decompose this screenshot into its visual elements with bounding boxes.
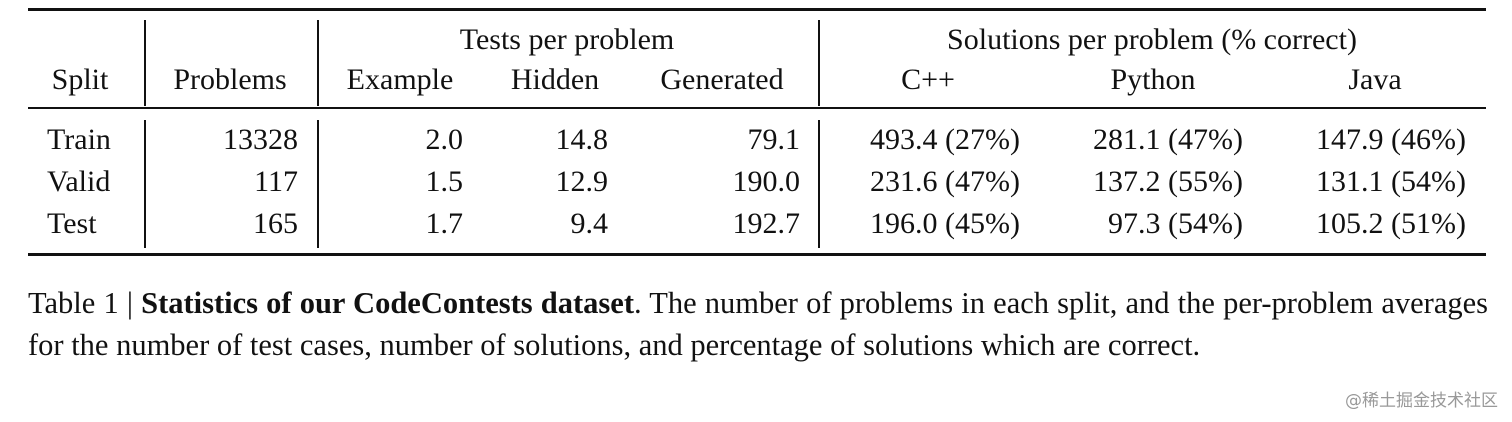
column-header: Example	[346, 63, 454, 96]
table-cell: 117	[254, 165, 298, 198]
column-header: Problems	[173, 63, 287, 96]
table-cell: 79.1	[747, 123, 801, 156]
caption-label: Table 1 |	[28, 286, 133, 320]
table-cell: 493.4 (27%)	[870, 123, 1020, 156]
column-divider	[317, 20, 319, 106]
table-cell: 231.6 (47%)	[870, 165, 1020, 198]
row-label: Valid	[47, 165, 111, 198]
column-header: Python	[1110, 63, 1196, 96]
table-cell: 1.7	[425, 207, 464, 240]
caption-title: Statistics of our CodeContests dataset	[141, 286, 634, 320]
table-cell: 12.9	[555, 165, 609, 198]
column-divider	[317, 120, 319, 248]
top-rule	[28, 8, 1486, 11]
table-cell: 9.4	[570, 207, 609, 240]
column-header: Split	[51, 63, 109, 96]
table-cell: 131.1 (54%)	[1316, 165, 1466, 198]
table-cell: 147.9 (46%)	[1316, 123, 1466, 156]
table-cell: 192.7	[732, 207, 801, 240]
group-header: Solutions per problem (% correct)	[947, 23, 1357, 56]
table-cell: 1.5	[425, 165, 464, 198]
table-cell: 13328	[223, 123, 298, 156]
table-cell: 14.8	[555, 123, 609, 156]
table-cell: 2.0	[425, 123, 464, 156]
mid-rule	[28, 107, 1486, 109]
table-cell: 105.2 (51%)	[1316, 207, 1466, 240]
column-header: Hidden	[510, 63, 600, 96]
caption: Table 1 | Statistics of our CodeContests…	[28, 282, 1488, 366]
column-header: Java	[1348, 63, 1402, 96]
column-header: Generated	[660, 63, 784, 96]
watermark: @稀土掘金技术社区	[1345, 391, 1498, 411]
table-cell: 190.0	[732, 165, 801, 198]
column-divider	[144, 120, 146, 248]
column-divider	[818, 120, 820, 248]
row-label: Train	[47, 123, 111, 156]
bottom-rule	[28, 253, 1486, 256]
table-cell: 137.2 (55%)	[1093, 165, 1243, 198]
column-header: C++	[901, 63, 955, 96]
table-cell: 165	[253, 207, 298, 240]
table-cell: 281.1 (47%)	[1093, 123, 1243, 156]
table-cell: 196.0 (45%)	[870, 207, 1020, 240]
row-label: Test	[47, 207, 97, 240]
column-divider	[818, 20, 820, 106]
caption-text: . The number of problems in each split, …	[28, 286, 1489, 362]
column-divider	[144, 20, 146, 106]
group-header: Tests per problem	[459, 23, 675, 56]
table-cell: 97.3 (54%)	[1108, 207, 1243, 240]
